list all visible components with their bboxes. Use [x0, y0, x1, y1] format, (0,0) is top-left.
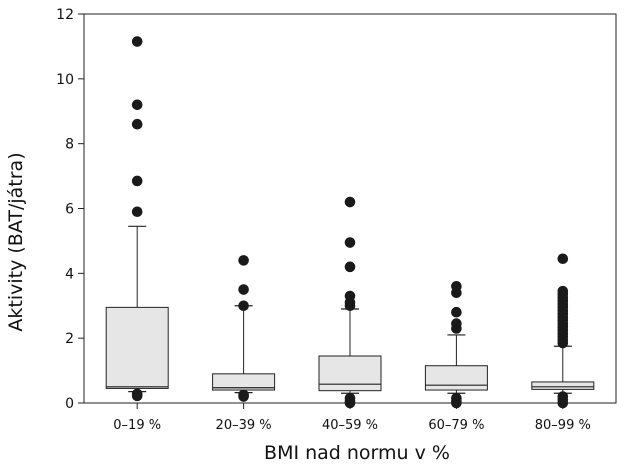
x-tick-label: 20–39 % [216, 418, 272, 433]
y-tick-label: 6 [65, 202, 74, 218]
outlier-point [557, 397, 569, 409]
y-axis: 0 2 4 6 8 10 12 [56, 7, 84, 412]
outlier-point [451, 318, 462, 329]
outlier-point [131, 390, 143, 402]
box-group [105, 36, 169, 402]
y-tick-label: 2 [65, 331, 74, 347]
outlier-point [238, 255, 249, 266]
outlier-point [344, 196, 356, 208]
box-iqr [105, 306, 169, 389]
outlier-point [131, 206, 143, 218]
x-tick-label: 0–19 % [113, 418, 161, 433]
y-tick-label: 10 [56, 72, 74, 88]
outlier-point [131, 36, 143, 47]
outlier-point [451, 281, 462, 292]
box-iqr [424, 365, 488, 391]
outlier-point [557, 285, 569, 297]
outlier-point [451, 397, 462, 409]
outlier-point [344, 397, 356, 409]
outlier-point [131, 99, 143, 111]
x-tick-label: 80–99 % [535, 418, 591, 433]
outlier-point [238, 284, 249, 295]
box-series [105, 36, 595, 409]
outlier-point [344, 237, 356, 248]
outlier-point [238, 391, 249, 402]
outlier-point [451, 306, 462, 318]
box-iqr [531, 381, 595, 390]
x-tick-label: 60–79 % [428, 418, 484, 433]
outlier-point [557, 253, 569, 265]
box-group [212, 255, 276, 402]
box-iqr [318, 355, 382, 392]
y-tick-label: 4 [65, 266, 74, 282]
box-group [531, 253, 595, 409]
box-group [424, 281, 488, 409]
y-tick-label: 0 [65, 396, 74, 412]
x-tick-label: 40–59 % [322, 418, 378, 433]
outlier-point [344, 261, 356, 273]
outlier-point [238, 300, 249, 312]
y-tick-label: 8 [65, 137, 74, 153]
box-group [318, 196, 382, 409]
x-axis-title: BMI nad normu v % [264, 442, 450, 464]
y-tick-label: 12 [56, 7, 74, 23]
y-axis-title: Aktivity (BAT/játra) [5, 152, 27, 331]
outlier-point [131, 118, 143, 130]
outlier-point [131, 175, 143, 187]
x-axis: 0–19 % 20–39 % 40–59 % 60–79 % 80–99 % [113, 403, 591, 433]
outlier-point [344, 290, 356, 302]
